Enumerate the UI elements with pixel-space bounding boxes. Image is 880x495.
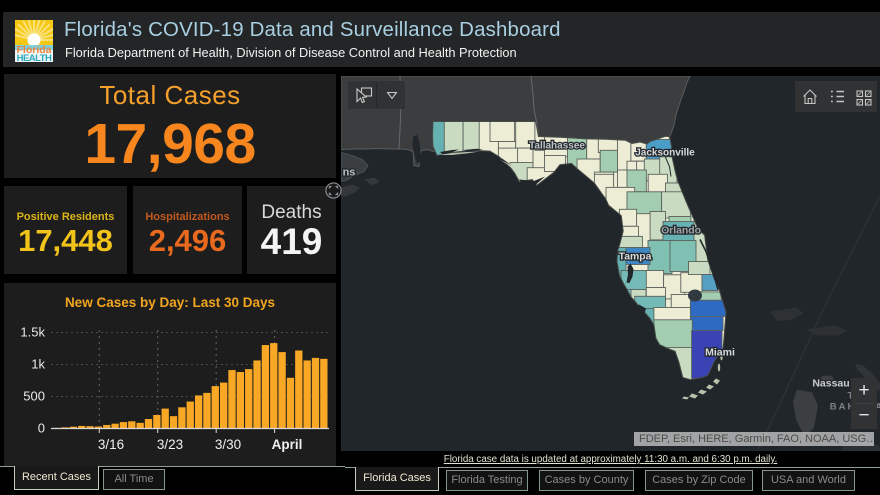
svg-text:Orlando: Orlando bbox=[661, 226, 701, 237]
svg-text:3/23: 3/23 bbox=[157, 437, 183, 452]
svg-text:500: 500 bbox=[23, 389, 45, 404]
svg-text:Nassau: Nassau bbox=[812, 378, 849, 390]
svg-text:1.5k: 1.5k bbox=[20, 325, 45, 340]
svg-text:Tallahassee: Tallahassee bbox=[529, 141, 585, 152]
svg-text:0: 0 bbox=[38, 421, 45, 436]
svg-text:HEALTH: HEALTH bbox=[17, 53, 52, 62]
svg-text:ns: ns bbox=[343, 167, 356, 179]
svg-text:Florida: Florida bbox=[16, 44, 51, 56]
svg-text:Jacksonville: Jacksonville bbox=[635, 148, 695, 159]
svg-text:April: April bbox=[272, 437, 303, 452]
svg-text:3/30: 3/30 bbox=[215, 437, 241, 452]
svg-text:Miami: Miami bbox=[705, 347, 735, 359]
svg-text:New Cases by Day: Last 30 Days: New Cases by Day: Last 30 Days bbox=[65, 295, 275, 310]
svg-text:1k: 1k bbox=[31, 357, 45, 372]
svg-text:Tampa: Tampa bbox=[619, 252, 652, 263]
svg-text:3/16: 3/16 bbox=[98, 437, 124, 452]
